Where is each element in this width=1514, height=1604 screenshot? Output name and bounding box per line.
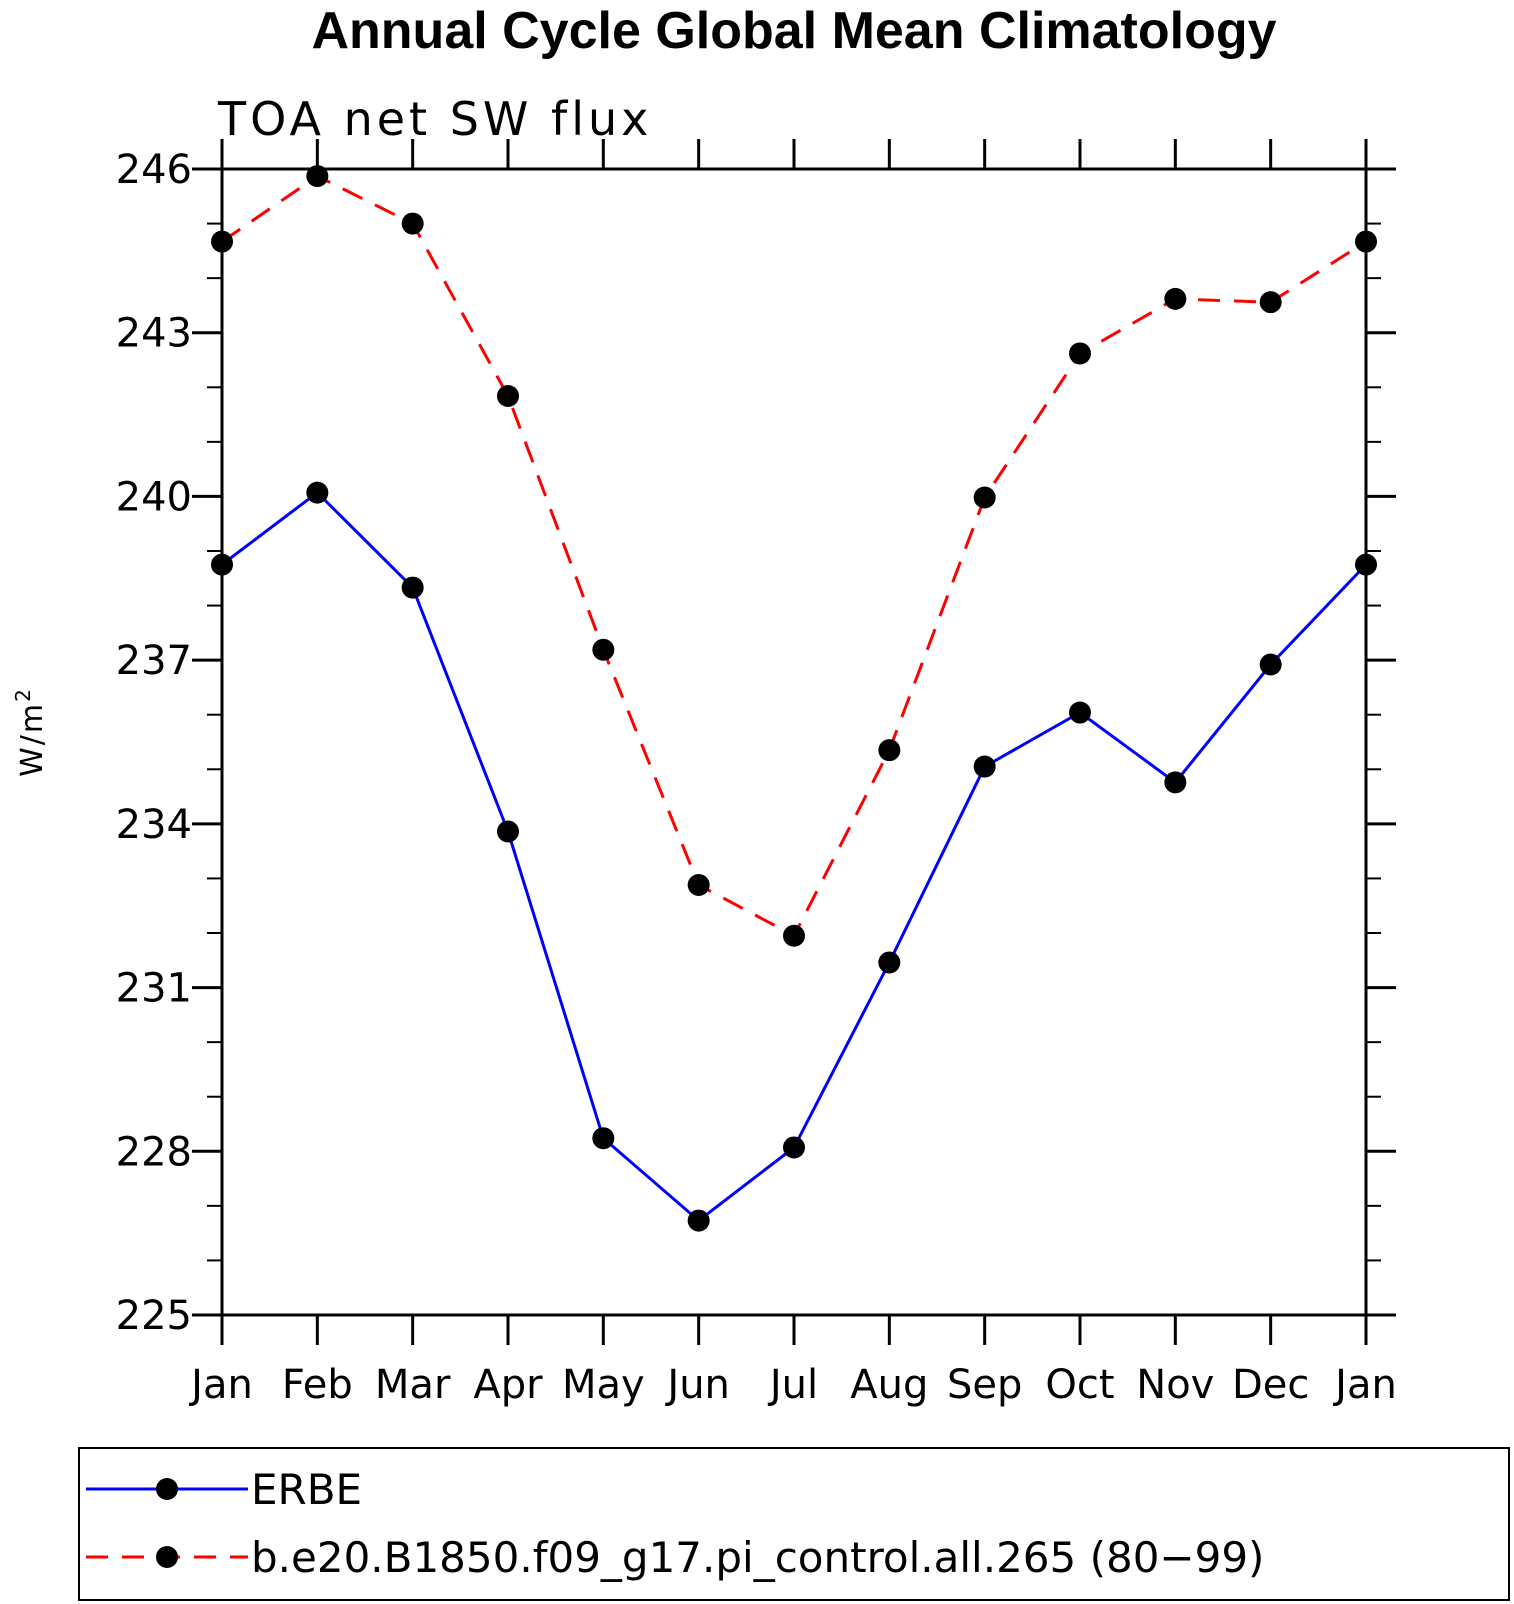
- y-tick-label-231: 231: [116, 966, 192, 1012]
- series-1-point-7: [878, 739, 901, 762]
- y-tick-label-234: 234: [116, 802, 192, 848]
- x-tick-label-5: Jun: [664, 1362, 730, 1408]
- series-layer: [211, 165, 1377, 1232]
- x-tick-label-7: Aug: [850, 1362, 928, 1408]
- chart-title: Annual Cycle Global Mean Climatology: [311, 2, 1276, 60]
- series-0-point-5: [687, 1209, 710, 1232]
- series-1-point-1: [306, 165, 329, 188]
- x-tick-label-4: May: [562, 1362, 645, 1408]
- y-axis-label: W/m2: [11, 687, 50, 777]
- x-tick-label-1: Feb: [282, 1362, 353, 1408]
- minor-ticks: [207, 222, 1381, 1262]
- y-tick-label-240: 240: [116, 474, 192, 520]
- series-1-point-11: [1259, 291, 1282, 314]
- series-1-point-8: [973, 486, 996, 509]
- x-axis-ticks: Jan Feb Mar Apr May Jun Jul Aug Sep Oct Nov Dec Jan: [188, 139, 1397, 1408]
- series-0-point-10: [1164, 771, 1187, 794]
- y-axis-label-text: W/m: [15, 702, 50, 777]
- series-0-point-0: [211, 553, 233, 576]
- series-0-point-3: [497, 820, 519, 843]
- x-tick-label-11: Dec: [1232, 1362, 1309, 1408]
- legend: ERBE b.e20.B1850.f09_g17.pi_control.all.2…: [78, 1447, 1510, 1601]
- series-0-point-6: [783, 1136, 805, 1159]
- legend-label-1: b.e20.B1850.f09_g17.pi_control.all.265 (…: [251, 1533, 1264, 1582]
- series-1-point-12: [1355, 230, 1377, 253]
- series-1-point-2: [401, 212, 424, 235]
- legend-label-0: ERBE: [251, 1465, 362, 1514]
- series-1-point-0: [211, 230, 233, 253]
- x-tick-label-3: Apr: [473, 1362, 543, 1408]
- y-tick-label-225: 225: [116, 1293, 192, 1339]
- x-tick-label-6: Jul: [767, 1362, 818, 1408]
- series-0-point-8: [973, 755, 996, 778]
- legend-box: [78, 1447, 1510, 1601]
- series-0-point-12: [1355, 553, 1377, 576]
- series-1: [211, 165, 1377, 947]
- svg-text:W/m2: W/m2: [11, 687, 50, 777]
- series-1-point-3: [497, 385, 519, 408]
- x-tick-label-0: Jan: [188, 1362, 253, 1408]
- series-1-point-10: [1164, 287, 1187, 310]
- y-tick-label-243: 243: [116, 311, 192, 357]
- chart-subtitle: TOA net SW flux: [217, 92, 652, 146]
- y-tick-label-228: 228: [116, 1129, 192, 1175]
- series-1-point-6: [783, 924, 805, 947]
- x-tick-label-10: Nov: [1136, 1362, 1214, 1408]
- legend-marker-0: [156, 1478, 178, 1500]
- x-tick-label-9: Oct: [1045, 1362, 1114, 1408]
- y-tick-label-246: 246: [116, 147, 192, 193]
- legend-marker-1: [156, 1546, 178, 1568]
- series-0-point-9: [1069, 701, 1091, 724]
- y-tick-label-237: 237: [116, 638, 192, 684]
- series-0-point-11: [1259, 653, 1282, 676]
- series-line-0: [221, 490, 1368, 1223]
- series-0-point-1: [306, 481, 329, 504]
- x-tick-label-12: Jan: [1332, 1362, 1397, 1408]
- series-1-point-9: [1069, 342, 1091, 365]
- series-line-1: [221, 174, 1367, 938]
- series-1-point-5: [687, 873, 710, 896]
- series-1-point-4: [592, 638, 615, 661]
- series-0-point-4: [592, 1127, 615, 1150]
- series-0-point-2: [401, 576, 424, 599]
- series-0-point-7: [878, 951, 901, 974]
- y-axis-ticks: 225 228 231 234 237 240 243 246: [116, 147, 1396, 1339]
- x-tick-label-8: Sep: [947, 1362, 1022, 1408]
- x-tick-label-2: Mar: [375, 1362, 451, 1408]
- series-0: [211, 481, 1377, 1232]
- y-axis-label-superscript: 2: [11, 687, 35, 702]
